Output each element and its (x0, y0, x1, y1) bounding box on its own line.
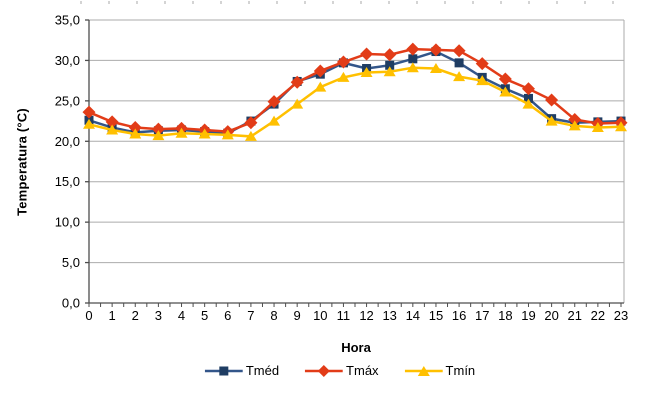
x-tick-label: 17 (475, 308, 489, 323)
data-point (83, 118, 95, 129)
data-point (591, 122, 604, 133)
data-point (522, 98, 535, 109)
data-point (452, 44, 466, 58)
x-tick-label: 5 (201, 308, 208, 323)
data-point (453, 71, 466, 82)
x-tick-label: 9 (294, 308, 301, 323)
x-tick-label: 18 (498, 308, 512, 323)
data-point (244, 116, 258, 130)
data-point (523, 93, 533, 103)
legend-marker-square-icon (204, 366, 243, 375)
data-point (105, 115, 119, 129)
data-point (152, 130, 165, 141)
data-point (545, 93, 559, 107)
data-point (290, 75, 304, 89)
x-tick-label: 4 (178, 308, 185, 323)
data-point (360, 67, 373, 78)
x-tick-label: 22 (591, 308, 605, 323)
x-tick-label: 8 (270, 308, 277, 323)
y-axis-title: Temperatura (°C) (14, 108, 30, 216)
series-line-tmin (88, 66, 622, 138)
data-point (499, 86, 512, 97)
x-axis-title: Hora (341, 340, 371, 355)
series-line-tmax (88, 47, 622, 133)
legend-item-tmax: Tmáx (305, 363, 379, 378)
data-point (221, 129, 234, 140)
data-point (568, 120, 581, 131)
x-tick-label: 20 (544, 308, 558, 323)
data-point (198, 128, 211, 139)
y-tick-label: 10,0 (55, 215, 80, 230)
data-point (337, 71, 350, 82)
x-tick-label: 6 (224, 308, 231, 323)
data-point (429, 43, 443, 57)
data-point (291, 98, 304, 109)
data-point (106, 124, 119, 135)
data-point (313, 64, 327, 78)
x-tick-label: 1 (109, 308, 116, 323)
data-point (406, 62, 419, 73)
data-point (129, 128, 142, 139)
data-point (545, 115, 558, 126)
data-point (244, 130, 257, 141)
y-tick-label: 20,0 (55, 134, 80, 149)
x-tick-label: 2 (132, 308, 139, 323)
x-tick-label: 10 (313, 308, 327, 323)
y-tick-label: 5,0 (62, 255, 80, 270)
x-tick-label: 19 (521, 308, 535, 323)
data-point (175, 127, 188, 138)
data-point (360, 47, 374, 61)
data-point (475, 57, 489, 71)
x-tick-label: 21 (568, 308, 582, 323)
x-tick-label: 3 (155, 308, 162, 323)
x-tick-label: 7 (247, 308, 254, 323)
data-point (336, 55, 350, 69)
data-point (406, 42, 420, 56)
data-point (568, 112, 582, 126)
data-point (476, 75, 489, 86)
y-tick-label: 30,0 (55, 53, 80, 68)
legend-label: Tmáx (346, 363, 379, 378)
data-point (268, 115, 281, 126)
data-point (429, 63, 442, 74)
data-point (454, 58, 464, 68)
data-point (151, 122, 165, 136)
legend: Tméd Tmáx Tmín (204, 363, 476, 378)
scan-artifact-row (80, 1, 640, 4)
legend-label: Tméd (245, 363, 280, 378)
data-point (82, 105, 96, 119)
series-line-tmed (88, 50, 622, 135)
data-point (408, 54, 418, 64)
x-tick-label: 13 (382, 308, 396, 323)
x-tick-label: 15 (429, 308, 443, 323)
x-tick-label: 23 (614, 308, 628, 323)
y-tick-label: 15,0 (55, 174, 80, 189)
data-point (383, 66, 396, 77)
data-point (521, 82, 535, 96)
x-tick-label: 11 (337, 308, 351, 323)
legend-marker-triangle-icon (404, 365, 443, 376)
x-tick-label: 12 (359, 308, 373, 323)
data-point (267, 95, 281, 109)
data-point (498, 72, 512, 86)
x-tick-label: 14 (406, 308, 420, 323)
legend-item-tmin: Tmín (404, 363, 476, 378)
data-point (383, 48, 397, 62)
data-point (385, 60, 395, 70)
legend-marker-diamond-icon (305, 364, 344, 377)
legend-label: Tmín (445, 363, 476, 378)
x-tick-label: 16 (452, 308, 466, 323)
data-point (128, 121, 142, 135)
y-tick-label: 25,0 (55, 93, 80, 108)
legend-item-tmed: Tméd (204, 363, 280, 378)
data-point (314, 81, 327, 92)
y-tick-label: 35,0 (55, 13, 80, 28)
y-tick-label: 0,0 (62, 296, 80, 311)
x-tick-label: 0 (85, 308, 92, 323)
data-point (615, 121, 627, 132)
